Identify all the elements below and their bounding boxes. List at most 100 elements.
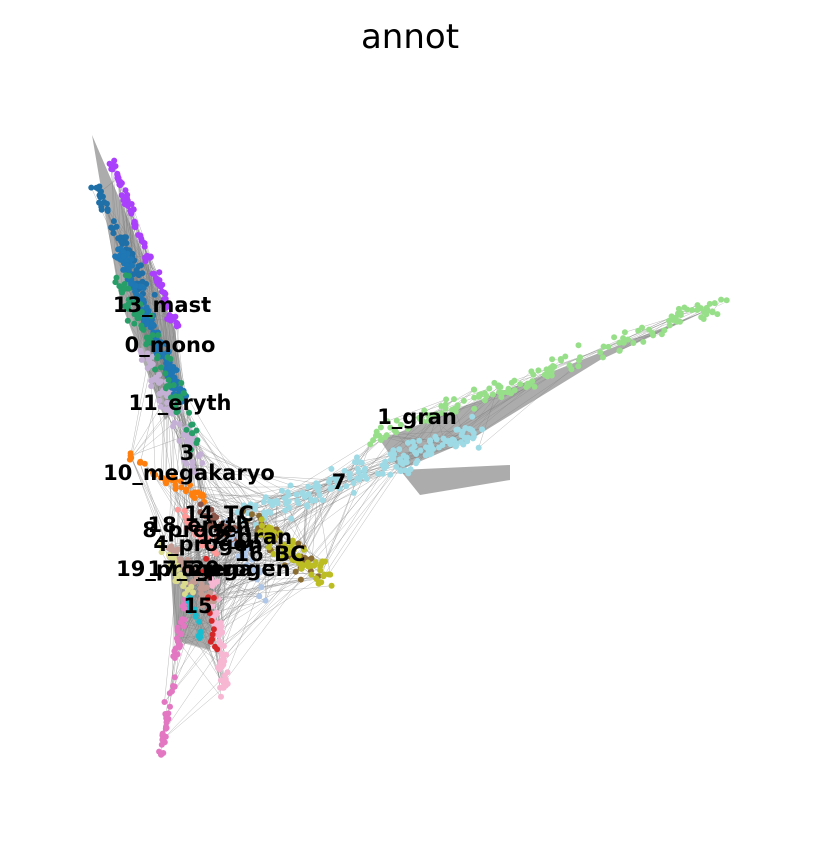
point-7 — [405, 470, 412, 477]
point-3 — [180, 431, 187, 438]
point-7 — [396, 446, 403, 453]
point-15 — [178, 631, 185, 638]
point-5_progen — [283, 547, 290, 554]
point-8_progen — [169, 546, 176, 553]
point-3 — [166, 405, 173, 412]
point-3 — [196, 453, 202, 460]
point-3 — [176, 421, 183, 428]
cluster-label-3: 3 — [180, 441, 195, 465]
point-11_eryth — [194, 437, 201, 444]
point-11_eryth — [152, 366, 159, 373]
point-1_gran — [611, 334, 618, 341]
point-13_mast — [115, 235, 122, 242]
point-5_progen — [277, 555, 284, 562]
point-7 — [260, 499, 267, 505]
point-7 — [469, 413, 476, 420]
point-5_progen — [305, 563, 312, 570]
point-1_gran — [442, 405, 449, 412]
point-5_progen — [289, 547, 296, 554]
point-8_progen — [193, 575, 200, 582]
point-13_mast — [139, 278, 146, 285]
point-10_megakaryo — [170, 472, 177, 479]
cluster-label-5_progen: 5_progen — [181, 557, 290, 581]
point-11_eryth — [122, 272, 129, 279]
point-3 — [181, 457, 188, 464]
cluster-label-18_eryth: 18_eryth — [147, 513, 250, 537]
point-5_progen — [266, 529, 273, 536]
point-1_gran — [658, 331, 665, 338]
point-1_gran — [391, 427, 398, 434]
point-11_eryth — [181, 390, 188, 397]
point-15 — [159, 736, 166, 743]
point-3 — [157, 403, 164, 410]
point-1_gran — [528, 368, 535, 375]
point-1_gran — [486, 385, 493, 392]
point-7 — [234, 509, 241, 516]
point-7 — [379, 470, 386, 477]
point-21 — [295, 540, 302, 547]
point-0_mono — [144, 320, 150, 327]
point-11_eryth — [144, 339, 151, 346]
point-20 — [214, 578, 221, 585]
point-0_mono — [120, 253, 127, 260]
point-12_gran — [111, 157, 118, 164]
point-7 — [358, 459, 365, 466]
point-7 — [262, 494, 269, 501]
point-7 — [387, 471, 394, 478]
point-19_progen — [187, 603, 194, 610]
point-7 — [326, 479, 333, 485]
point-7 — [361, 471, 368, 478]
point-16_BC — [230, 532, 237, 539]
point-16_BC — [258, 584, 265, 591]
point-10_megakaryo — [150, 469, 156, 476]
point-15 — [181, 623, 187, 630]
point-7 — [397, 467, 404, 474]
point-12_gran — [131, 218, 138, 225]
point-20 — [223, 651, 230, 658]
point-20 — [218, 663, 225, 670]
point-7 — [460, 441, 467, 448]
point-11_eryth — [154, 355, 161, 362]
point-0_mono — [143, 304, 150, 311]
point-7 — [408, 446, 415, 453]
point-12_gran — [161, 289, 168, 296]
point-10_megakaryo — [178, 484, 185, 491]
point-1_gran — [672, 314, 679, 321]
point-11_eryth — [121, 285, 128, 292]
point-16_BC — [223, 518, 230, 525]
point-1_gran — [505, 385, 512, 392]
point-4_progen — [209, 631, 216, 638]
point-17_mega — [181, 591, 188, 598]
point-7 — [449, 436, 456, 443]
point-1_gran — [718, 296, 725, 303]
point-13_mast — [110, 230, 117, 237]
point-8_progen — [198, 590, 205, 597]
point-17_mega — [174, 566, 181, 573]
point-7 — [399, 460, 406, 466]
cluster-label-1_gran: 1_gran — [377, 405, 457, 429]
point-7 — [269, 502, 276, 509]
point-7 — [346, 474, 353, 481]
point-7 — [294, 497, 301, 504]
point-11_eryth — [193, 427, 200, 434]
point-12_gran — [152, 274, 159, 281]
point-18_eryth — [200, 538, 207, 545]
point-1_gran — [547, 364, 554, 371]
point-7 — [467, 426, 474, 433]
point-1_gran — [397, 421, 404, 428]
point-19_progen — [186, 608, 193, 615]
point-12_gran — [130, 206, 137, 213]
point-20 — [218, 651, 225, 658]
point-1_gran — [471, 386, 478, 393]
point-3 — [148, 377, 155, 384]
point-1_gran — [639, 324, 645, 331]
point-7 — [282, 507, 289, 514]
point-14_TC — [205, 521, 212, 528]
cluster-label-16_BC: 16_BC — [234, 542, 305, 566]
point-1_gran — [471, 405, 478, 412]
point-12_gran — [115, 175, 122, 181]
point-14_TC — [207, 515, 214, 522]
point-1_gran — [625, 336, 631, 343]
point-1_gran — [529, 378, 536, 385]
